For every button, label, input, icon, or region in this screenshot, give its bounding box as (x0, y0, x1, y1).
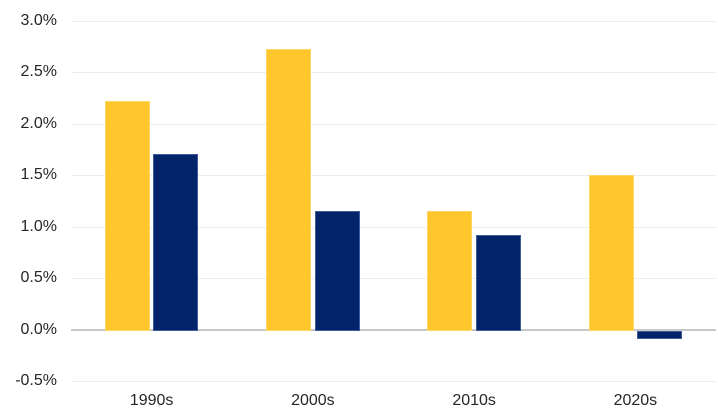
y-axis-tick-label: 0.0% (20, 320, 57, 338)
gridline (71, 381, 716, 382)
y-axis-tick-label: -0.5% (15, 372, 57, 389)
x-axis-category-label: 1990s (129, 392, 174, 409)
zero-gridline (71, 328, 716, 331)
bar-yellow-2010s (427, 211, 473, 331)
x-axis-category-label: 2020s (613, 392, 658, 409)
gridline (71, 175, 716, 177)
y-axis-tick-label: 0.5% (20, 269, 57, 287)
bar-navy-1990s (153, 153, 199, 331)
y-axis-tick-label: 3.0% (20, 12, 57, 29)
y-axis-tick-label: 2.0% (20, 114, 57, 132)
gridline (71, 72, 716, 74)
y-axis-tick-label: 2.5% (20, 63, 57, 81)
x-axis-category-label: 2010s (452, 392, 496, 409)
bar-navy-2010s (475, 234, 521, 331)
gridline (71, 226, 716, 228)
bar-yellow-2000s (266, 48, 312, 331)
bar-navy-2020s (637, 330, 683, 339)
gridline (71, 21, 716, 22)
gridline (71, 123, 716, 125)
gridline (71, 278, 716, 280)
y-axis-tick-label: 1.0% (20, 217, 57, 235)
bar-navy-2000s (314, 211, 360, 331)
bar-yellow-2020s (588, 175, 634, 331)
bar-yellow-1990s (104, 101, 150, 331)
x-axis-category-label: 2000s (291, 392, 335, 409)
y-axis-tick-label: 1.5% (20, 166, 57, 184)
